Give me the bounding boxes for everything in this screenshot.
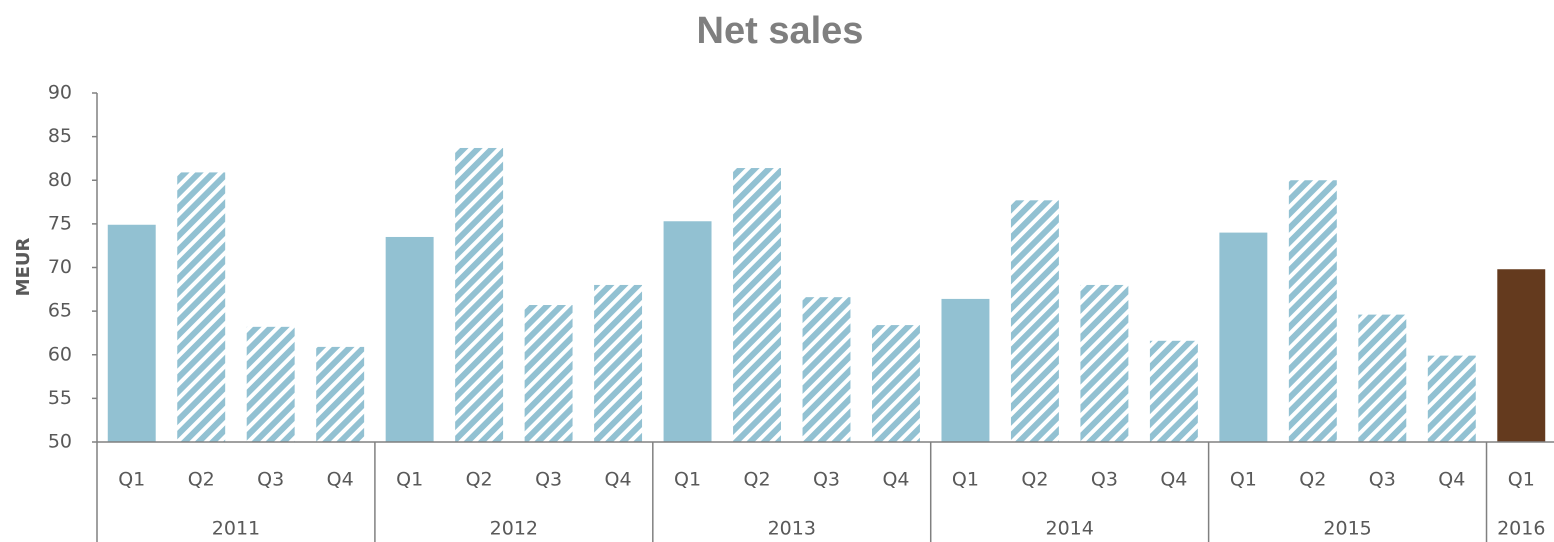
bar: [733, 168, 781, 442]
x-tick-label: Q1: [952, 469, 979, 491]
y-tick-label: 50: [48, 431, 72, 453]
bar: [802, 297, 851, 442]
bar: [663, 221, 712, 442]
group-label: 2014: [1045, 518, 1093, 540]
y-tick-label: 90: [48, 82, 72, 104]
group-label: 2016: [1497, 518, 1545, 540]
x-tick-label: Q2: [466, 469, 493, 491]
x-tick-label: Q2: [188, 469, 215, 491]
y-tick-label: 65: [48, 300, 72, 322]
bar: [1080, 284, 1129, 442]
chart-title: Net sales: [697, 10, 864, 52]
x-tick-label: Q2: [1299, 469, 1326, 491]
x-tick-label: Q1: [1508, 469, 1535, 491]
group-label: 2015: [1323, 518, 1371, 540]
bar: [1358, 314, 1407, 442]
bar: [1149, 340, 1198, 442]
bar: [1497, 269, 1546, 442]
bar: [594, 284, 643, 442]
x-tick-label: Q3: [535, 469, 562, 491]
bar: [316, 346, 365, 442]
bar: [455, 147, 504, 442]
x-tick-label: Q1: [1230, 469, 1257, 491]
group-label: 2011: [212, 518, 260, 540]
x-tick-label: Q2: [744, 469, 771, 491]
y-tick-label: 70: [48, 256, 72, 278]
x-tick-label: Q1: [674, 469, 701, 491]
x-tick-label: Q1: [118, 469, 145, 491]
x-tick-label: Q3: [257, 469, 284, 491]
x-tick-label: Q2: [1021, 469, 1048, 491]
x-tick-label: Q4: [327, 469, 354, 491]
bar: [385, 236, 434, 442]
bar: [1288, 180, 1337, 442]
x-tick-label: Q3: [1369, 469, 1396, 491]
y-tick-label: 85: [48, 125, 72, 147]
y-tick-label: 55: [48, 387, 72, 409]
x-tick-label: Q4: [1438, 469, 1465, 491]
y-axis-label: MEUR: [13, 238, 34, 297]
bar: [1219, 232, 1268, 442]
bar: [107, 224, 156, 442]
x-tick-label: Q4: [605, 469, 632, 491]
bar: [177, 172, 226, 442]
y-tick-label: 80: [48, 169, 72, 191]
bar: [1010, 200, 1059, 442]
bar: [524, 305, 573, 442]
y-tick-label: 60: [48, 343, 72, 365]
x-tick-label: Q3: [813, 469, 840, 491]
bar: [941, 298, 990, 442]
group-label: 2013: [768, 518, 816, 540]
x-tick-label: Q3: [1091, 469, 1118, 491]
y-tick-label: 75: [48, 212, 72, 234]
x-tick-label: Q4: [1160, 469, 1187, 491]
group-label: 2012: [490, 518, 538, 540]
bar: [872, 325, 920, 442]
bar: [246, 326, 295, 442]
x-tick-label: Q4: [882, 469, 909, 491]
bar: [1427, 355, 1476, 442]
x-tick-label: Q1: [396, 469, 423, 491]
